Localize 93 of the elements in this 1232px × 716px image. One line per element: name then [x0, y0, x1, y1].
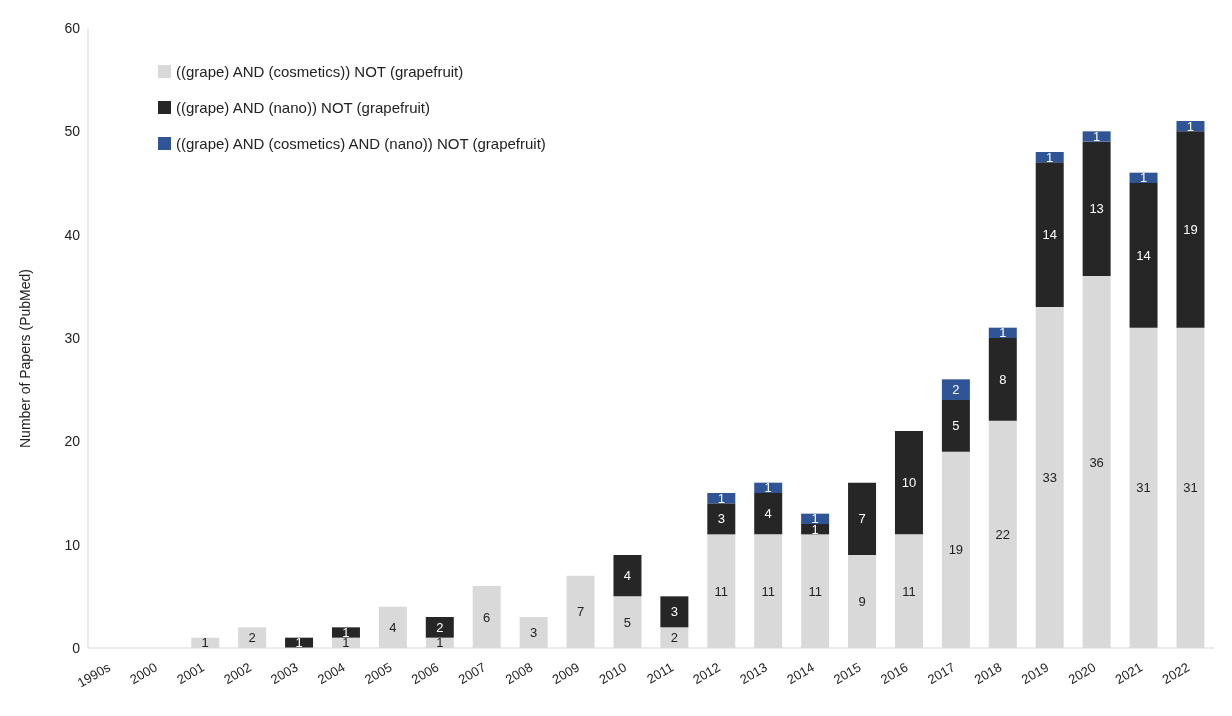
x-tick-label: 2008 [502, 659, 536, 688]
x-tick-label: 2019 [1018, 659, 1052, 688]
data-label: 1 [717, 490, 725, 506]
data-label: 1 [764, 480, 772, 496]
y-tick-label: 50 [64, 123, 81, 140]
data-label: 8 [999, 371, 1007, 387]
x-tick-label: 2009 [549, 659, 583, 688]
data-label: 36 [1089, 454, 1104, 470]
x-tick-label: 2014 [784, 659, 817, 688]
x-tick-label: 2020 [1065, 659, 1099, 688]
legend-label: ((grape) AND (cosmetics) AND (nano)) NOT (grapefruit) [176, 134, 546, 152]
bar [425, 617, 454, 638]
data-label: 3 [717, 511, 725, 527]
y-tick-label: 30 [64, 329, 81, 346]
data-label: 1 [1186, 118, 1195, 134]
data-label: 4 [623, 568, 632, 584]
bar [1082, 141, 1111, 276]
legend-label: ((grape) AND (nano)) NOT (grapefruit) [176, 98, 430, 116]
x-tick-label: 2012 [690, 659, 723, 688]
data-label: 3 [530, 625, 538, 641]
bar [941, 400, 970, 452]
bar [754, 493, 783, 535]
data-label: 7 [576, 604, 585, 620]
bar [331, 627, 360, 638]
data-label: 11 [714, 583, 729, 599]
y-tick-label: 10 [64, 536, 81, 553]
x-tick-label: 2011 [644, 659, 676, 687]
data-label: 19 [948, 542, 964, 558]
legend-label: ((grape) AND (cosmetics)) NOT (grapefruit) [176, 62, 464, 80]
y-tick-label: 60 [64, 19, 81, 36]
data-label: 2 [248, 630, 256, 646]
x-tick-label: 2000 [127, 659, 160, 688]
x-tick-label: 2004 [314, 659, 348, 688]
data-label: 3 [670, 604, 678, 620]
bar [1129, 183, 1158, 328]
x-tick-label: 2007 [455, 659, 489, 688]
y-axis-title: Number of Papers (PubMed) [16, 269, 33, 448]
data-label: 4 [389, 619, 397, 635]
bar [613, 555, 642, 597]
data-label: 31 [1183, 480, 1198, 496]
data-label: 9 [858, 594, 866, 610]
data-label: 19 [1183, 222, 1198, 238]
data-label: 2 [436, 619, 444, 635]
data-label: 5 [623, 614, 632, 630]
bar [707, 503, 736, 535]
data-label: 1 [999, 325, 1007, 341]
x-tick-label: 2010 [596, 659, 630, 688]
y-tick-label: 40 [64, 226, 81, 243]
bar [1082, 131, 1111, 142]
bar [1035, 162, 1064, 307]
data-label: 2 [952, 382, 960, 398]
x-tick-label: 2018 [971, 659, 1005, 688]
bar [660, 596, 689, 628]
y-tick-label: 20 [64, 433, 81, 450]
data-label: 1 [436, 635, 444, 651]
data-label: 13 [1089, 201, 1104, 217]
x-tick-label: 2003 [268, 659, 301, 688]
x-tick-label: 2005 [361, 659, 395, 688]
data-label: 11 [902, 583, 916, 599]
data-label: 1 [201, 635, 209, 651]
data-label: 11 [808, 583, 822, 599]
data-label: 4 [764, 506, 772, 522]
x-tick-label: 2002 [221, 659, 254, 688]
data-label: 1 [1093, 129, 1101, 145]
x-tick-label: 2015 [831, 659, 864, 688]
x-tick-label: 2021 [1112, 659, 1146, 688]
x-tick-label: 2016 [877, 659, 911, 688]
data-label: 11 [761, 583, 775, 599]
data-label: 1 [1046, 149, 1054, 165]
x-tick-label: 2001 [174, 659, 207, 688]
data-label: 14 [1042, 227, 1057, 243]
data-label: 33 [1042, 470, 1057, 486]
x-tick-label: 2022 [1159, 659, 1193, 688]
data-label: 14 [1136, 247, 1151, 263]
data-label: 6 [483, 609, 491, 625]
bar [1176, 131, 1205, 328]
y-tick-label: 0 [72, 639, 81, 656]
x-tick-label: 2013 [737, 659, 770, 688]
data-label: 10 [901, 475, 917, 491]
bar [941, 379, 970, 400]
data-label: 22 [995, 526, 1011, 542]
data-label: 5 [952, 418, 960, 434]
data-label: 1 [295, 635, 303, 651]
data-label: 2 [670, 630, 678, 646]
x-tick-label: 1990s [74, 659, 114, 691]
bar [988, 338, 1017, 421]
x-tick-label: 2017 [924, 659, 958, 688]
data-label: 7 [858, 511, 866, 527]
x-tick-label: 2006 [408, 659, 442, 688]
data-label: 31 [1136, 480, 1151, 496]
bar [894, 431, 923, 535]
bar [848, 482, 877, 555]
data-label: 1 [1139, 170, 1148, 186]
